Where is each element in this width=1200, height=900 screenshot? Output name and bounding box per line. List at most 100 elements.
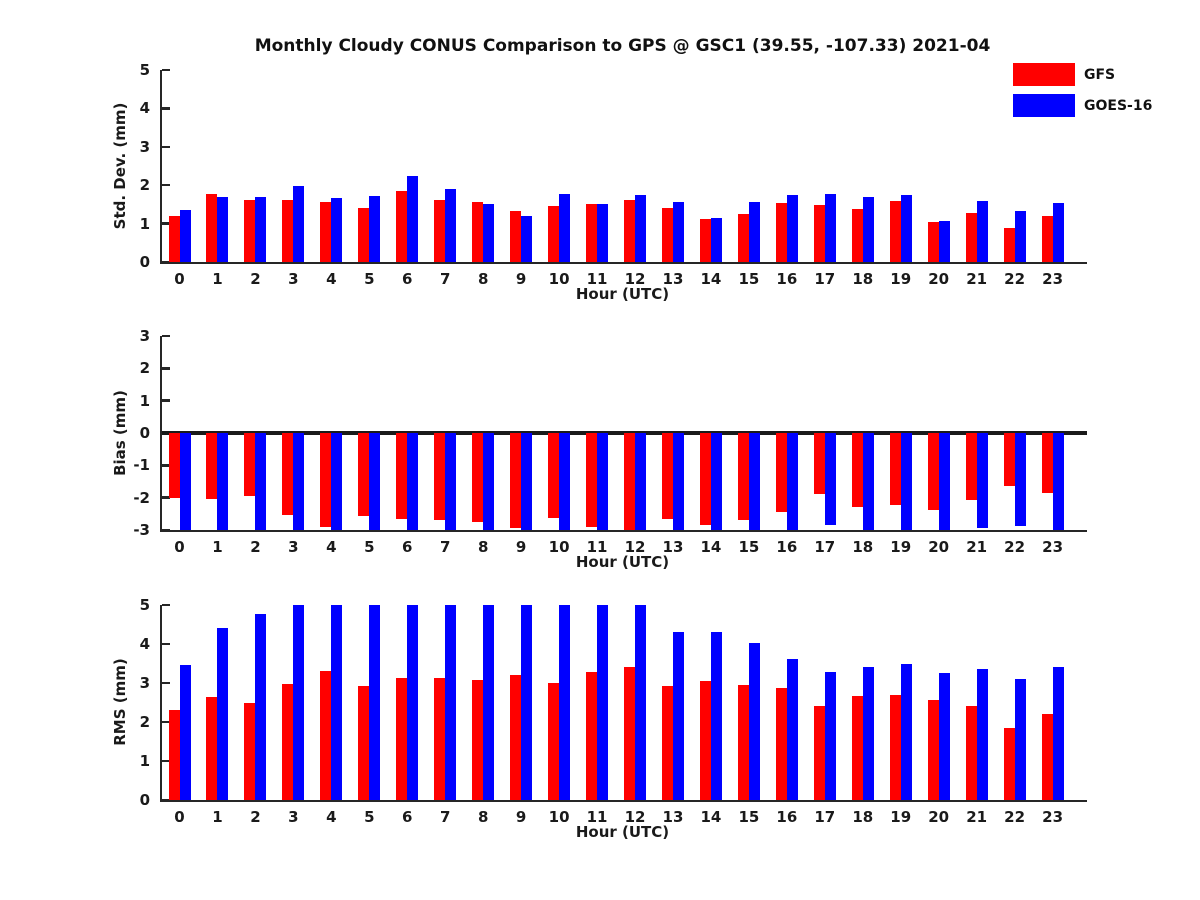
bar-gfs-hour-21 — [965, 433, 977, 500]
bar-goes16-hour-8 — [483, 433, 495, 530]
x-tick-label: 4 — [326, 538, 337, 556]
x-tick-label: 14 — [700, 808, 722, 826]
bar-goes16-hour-23 — [1052, 666, 1064, 800]
x-tick-label: 1 — [212, 270, 223, 288]
x-tick-label: 3 — [288, 270, 299, 288]
bar-goes16-hour-10 — [559, 433, 571, 530]
x-tick-label: 13 — [662, 270, 684, 288]
x-tick-label: 4 — [326, 270, 337, 288]
bar-goes16-hour-16 — [786, 194, 798, 262]
bar-gfs-hour-4 — [320, 433, 332, 528]
y-tick-label: 4 — [139, 99, 150, 118]
x-tick-label: 16 — [776, 270, 798, 288]
bar-goes16-hour-16 — [786, 433, 798, 530]
y-tick-label: 5 — [139, 596, 150, 614]
bar-gfs-hour-12 — [624, 667, 636, 800]
bar-goes16-hour-14 — [710, 433, 722, 530]
bar-goes16-hour-5 — [369, 196, 381, 262]
bar-goes16-hour-12 — [635, 605, 647, 800]
bar-gfs-hour-10 — [548, 683, 560, 800]
bar-gfs-hour-7 — [434, 677, 446, 800]
y-tick-label: 2 — [139, 359, 150, 378]
bar-gfs-hour-18 — [851, 209, 863, 262]
y-tick-mark — [162, 68, 170, 72]
x-tick-label: 21 — [966, 538, 988, 556]
x-tick-label: 12 — [624, 538, 646, 556]
x-tick-label: 8 — [477, 538, 489, 556]
chart-title: Monthly Cloudy CONUS Comparison to GPS @… — [254, 36, 991, 56]
bar-gfs-hour-18 — [851, 433, 863, 508]
bar-goes16-hour-20 — [938, 433, 950, 530]
bar-gfs-hour-11 — [586, 672, 598, 800]
bar-gfs-hour-12 — [624, 200, 636, 262]
legend-label-goes16: GOES-16 — [1084, 97, 1153, 114]
bar-goes16-hour-8 — [483, 605, 495, 800]
bar-gfs-hour-4 — [320, 670, 332, 800]
rms-x-axis-label: Hour (UTC) — [575, 823, 670, 841]
y-tick-label: 1 — [139, 752, 150, 770]
x-tick-label: 9 — [515, 270, 527, 288]
x-tick-label: 2 — [250, 538, 261, 556]
bar-goes16-hour-18 — [862, 433, 874, 530]
y-tick-mark — [162, 681, 170, 685]
bar-goes16-hour-22 — [1014, 433, 1026, 527]
bar-goes16-hour-2 — [255, 433, 267, 530]
bar-goes16-hour-20 — [938, 221, 950, 262]
x-tick-label: 19 — [890, 538, 912, 556]
bar-gfs-hour-14 — [699, 219, 711, 262]
x-tick-label: 2 — [250, 808, 261, 826]
legend: GFS GOES-16 — [1013, 63, 1152, 125]
y-tick-mark — [162, 496, 170, 499]
bar-gfs-hour-20 — [927, 700, 939, 800]
x-tick-label: 19 — [890, 270, 912, 288]
x-tick-label: 5 — [364, 808, 375, 826]
y-tick-mark — [162, 367, 170, 370]
bar-goes16-hour-5 — [369, 605, 381, 800]
y-tick-mark — [162, 798, 170, 802]
x-tick-label: 21 — [966, 808, 988, 826]
x-tick-label: 2 — [250, 270, 261, 288]
x-tick-label: 17 — [814, 270, 836, 288]
bar-goes16-hour-2 — [255, 613, 267, 800]
y-tick-label: -1 — [133, 456, 150, 475]
bar-goes16-hour-11 — [597, 433, 609, 530]
bar-goes16-hour-18 — [862, 196, 874, 262]
stddev-y-axis-label: Std. Dev. (mm) — [111, 102, 129, 230]
x-tick-label: 16 — [776, 538, 798, 556]
x-tick-label: 19 — [890, 808, 912, 826]
x-tick-label: 7 — [440, 270, 451, 288]
bar-gfs-hour-21 — [965, 706, 977, 800]
bar-gfs-hour-1 — [206, 193, 218, 262]
bar-goes16-hour-11 — [597, 203, 609, 262]
x-tick-label: 0 — [174, 270, 185, 288]
bar-goes16-hour-23 — [1052, 433, 1064, 530]
x-tick-label: 6 — [402, 538, 413, 556]
x-tick-label: 1 — [212, 538, 223, 556]
bar-goes16-hour-12 — [635, 195, 647, 262]
bar-goes16-hour-7 — [445, 189, 457, 262]
x-tick-label: 17 — [814, 808, 836, 826]
y-tick-label: 1 — [139, 214, 150, 233]
bar-goes16-hour-16 — [786, 659, 798, 800]
bar-gfs-hour-5 — [358, 208, 370, 262]
x-tick-label: 21 — [966, 270, 988, 288]
y-tick-label: -3 — [133, 521, 150, 539]
x-tick-label: 15 — [738, 538, 760, 556]
x-tick-label: 18 — [852, 270, 874, 288]
x-tick-label: 17 — [814, 538, 836, 556]
bar-goes16-hour-9 — [521, 605, 533, 800]
bar-goes16-hour-4 — [331, 605, 343, 800]
legend-swatch-goes16 — [1013, 94, 1075, 117]
bar-gfs-hour-8 — [472, 433, 484, 522]
bar-goes16-hour-4 — [331, 433, 343, 530]
bar-goes16-hour-6 — [407, 433, 419, 530]
x-tick-label: 22 — [1004, 538, 1026, 556]
bar-goes16-hour-20 — [938, 672, 950, 800]
bar-goes16-hour-0 — [179, 210, 191, 262]
y-tick-mark — [162, 720, 170, 724]
x-tick-label: 22 — [1004, 270, 1026, 288]
bar-goes16-hour-1 — [217, 196, 229, 262]
bar-gfs-hour-15 — [737, 685, 749, 800]
x-tick-label: 20 — [928, 808, 950, 826]
